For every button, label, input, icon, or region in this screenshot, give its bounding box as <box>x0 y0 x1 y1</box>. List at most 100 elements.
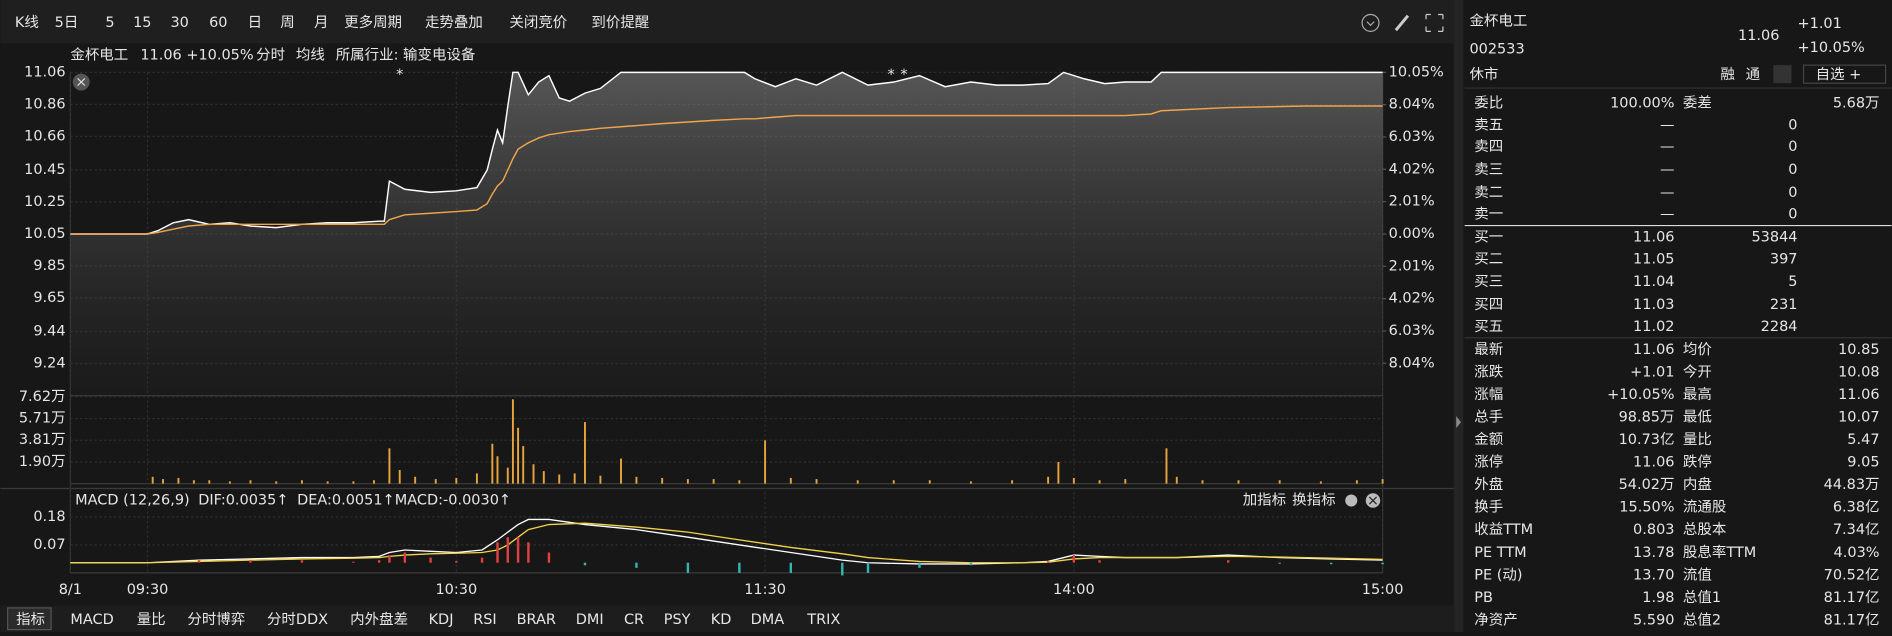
volume-bar <box>249 480 252 484</box>
indicator-tab[interactable]: DMA <box>751 612 785 628</box>
toolbar-item[interactable]: 30 <box>170 15 188 31</box>
toolbar-item[interactable]: K线 <box>15 14 39 31</box>
panel-button[interactable]: 融 <box>1720 66 1734 83</box>
indicator-tab[interactable]: BRAR <box>517 612 556 628</box>
annotation: * <box>396 67 403 83</box>
indicator-tab[interactable]: RSI <box>473 612 497 628</box>
volume-bar <box>275 481 278 484</box>
stock-code: 002533 <box>1469 41 1524 57</box>
ask-label: 卖一 <box>1474 206 1503 223</box>
volume-bar <box>635 476 638 484</box>
indicator-tab[interactable]: 量比 <box>137 611 166 628</box>
toolbar-item[interactable]: 月 <box>314 15 328 31</box>
y-tick-label: 7.62万 <box>19 389 66 405</box>
stat-label: 涨停 <box>1474 454 1503 471</box>
stat-label: 换手 <box>1474 499 1503 516</box>
bid-volume: 231 <box>1770 297 1798 313</box>
bid-price: 11.04 <box>1633 274 1674 290</box>
bid-price: 11.05 <box>1633 251 1674 267</box>
stat-value: 81.17亿 <box>1824 611 1880 628</box>
ask-price: — <box>1660 117 1674 133</box>
panel-button[interactable]: 通 <box>1746 66 1761 83</box>
indicator-tab[interactable]: PSY <box>664 612 691 628</box>
volume-bar <box>712 479 715 484</box>
stock-name: 金杯电工 <box>70 46 128 63</box>
draw-icon[interactable] <box>1394 14 1410 32</box>
macd-bar <box>455 561 458 563</box>
y-tick-label: 1.90万 <box>19 454 66 470</box>
macd-bar <box>506 537 509 563</box>
indicator-tab[interactable]: KD <box>711 612 732 628</box>
indicator-tab[interactable]: 分时博弈 <box>187 611 245 628</box>
stat-value: 54.02万 <box>1619 477 1675 493</box>
indicator-title: MACD (12,26,9) <box>75 493 189 509</box>
x-tick-label: 15:00 <box>1362 582 1404 598</box>
bid-volume: 2284 <box>1761 319 1798 335</box>
volume-bar <box>398 469 401 484</box>
stat-value: +10.05% <box>1607 387 1674 403</box>
volume-bar <box>1278 480 1281 484</box>
indicator-legend: DEA:0.0051↑ <box>297 493 395 509</box>
y2-tick-label: 8.04% <box>1389 355 1435 371</box>
volume-bar <box>151 476 154 484</box>
volume-bar <box>1047 476 1050 484</box>
indicator-tab[interactable]: CR <box>624 612 644 628</box>
volume-bar <box>1237 480 1240 484</box>
volume-bar <box>1381 479 1384 484</box>
indicator-tab[interactable]: MACD <box>70 612 113 628</box>
expand-icon[interactable] <box>1425 13 1444 32</box>
toolbar-item[interactable]: 15 <box>133 15 151 31</box>
toolbar-item[interactable]: 周 <box>280 15 294 31</box>
volume-bar <box>599 475 602 484</box>
bid-price: 11.02 <box>1633 319 1674 335</box>
macd-bar <box>1046 561 1050 563</box>
volume-bar <box>1355 480 1358 484</box>
y-tick-label: 9.44 <box>33 324 65 340</box>
tab-bar <box>0 605 1454 632</box>
stat-label: 流值 <box>1683 566 1712 583</box>
macd-bar <box>429 557 432 563</box>
volume-bar <box>686 479 689 484</box>
toolbar-item[interactable]: 日 <box>248 15 262 31</box>
indicator-tab[interactable]: KDJ <box>429 612 454 628</box>
indicator-tab[interactable]: 分时DDX <box>267 611 328 628</box>
toolbar-item[interactable]: 60 <box>209 15 227 31</box>
volume-bar <box>892 480 895 484</box>
indicator-tab[interactable]: DMI <box>576 612 604 628</box>
y-tick-label: 10.25 <box>24 194 65 210</box>
toolbar-item[interactable]: 5日 <box>55 15 79 31</box>
bid-volume: 53844 <box>1751 230 1797 246</box>
volume-bar <box>522 446 525 484</box>
watchlist-button[interactable] <box>1802 64 1887 84</box>
menu-icon[interactable] <box>1361 13 1380 32</box>
indicator-tab[interactable]: 指标 <box>16 611 45 628</box>
macd-bar <box>300 560 304 563</box>
alert-button[interactable] <box>1773 65 1792 84</box>
collapse-handle[interactable] <box>1456 416 1462 429</box>
stat-label: 跌停 <box>1683 454 1712 471</box>
toolbar-item[interactable]: 5 <box>105 15 114 31</box>
indicator-tab[interactable]: 内外盘差 <box>350 610 408 628</box>
switch-indicator[interactable]: 换指标 <box>1292 492 1335 509</box>
stat-value: +1.01 <box>1630 364 1674 380</box>
panel-button[interactable]: 自选 + <box>1816 66 1862 83</box>
y2-tick-label: 4.02% <box>1389 291 1435 307</box>
volume-bar <box>1201 480 1204 484</box>
toolbar-item[interactable]: 走势叠加 <box>425 14 483 31</box>
toolbar-item[interactable]: 关闭竞价 <box>509 13 567 31</box>
volume-bar <box>558 474 561 484</box>
toolbar-item[interactable]: 更多周期 <box>344 14 402 31</box>
y-tick-label: 9.65 <box>33 290 65 306</box>
stat-label: 涨跌 <box>1474 363 1503 380</box>
x-tick-label: 14:00 <box>1053 582 1095 598</box>
macd-bar <box>388 555 391 563</box>
macd-bar <box>1227 560 1230 563</box>
price-area <box>70 72 1383 396</box>
indicator-tab[interactable]: TRIX <box>806 612 840 628</box>
settings-icon[interactable] <box>1345 494 1358 507</box>
macd-bar <box>1278 562 1281 564</box>
toolbar-item[interactable]: 到价提醒 <box>591 14 649 31</box>
row-label: 委比 <box>1474 95 1503 112</box>
add-indicator[interactable]: 加指标 <box>1243 492 1286 509</box>
